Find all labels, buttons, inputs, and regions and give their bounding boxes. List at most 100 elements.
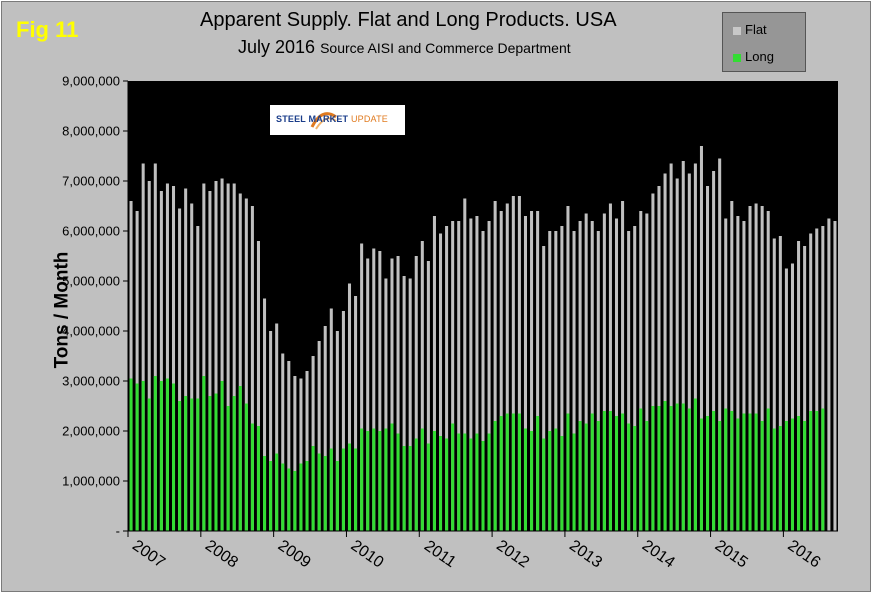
flat-bar (323, 326, 327, 531)
legend-swatch-flat (733, 26, 741, 35)
flat-bar (347, 283, 352, 531)
flat-bar (281, 353, 285, 531)
long-bar (384, 428, 388, 531)
flat-bar (214, 181, 218, 531)
long-bar (724, 408, 728, 531)
flat-bar (833, 221, 837, 531)
flat-bar (724, 218, 728, 531)
long-bar (493, 421, 497, 531)
flat-bar (766, 211, 770, 531)
long-bar (718, 421, 722, 531)
chart-subtitle: July 2016 Source AISI and Commerce Depar… (238, 37, 571, 58)
flat-bar (135, 211, 139, 531)
flat-bar (760, 206, 764, 531)
long-bar (548, 431, 552, 531)
legend-item-long: Long (733, 49, 774, 64)
flat-bar (366, 258, 370, 531)
long-bar (360, 428, 364, 531)
flat-bar (736, 216, 740, 531)
flat-bar (238, 193, 242, 531)
y-tick-label: 9,000,000 (62, 74, 120, 89)
flat-bar (657, 186, 661, 531)
long-bar (141, 381, 145, 531)
flat-bar (633, 226, 637, 531)
flat-bar (614, 218, 619, 531)
flat-bar (651, 193, 655, 531)
flat-bar (141, 163, 145, 531)
flat-bar (269, 331, 273, 531)
long-bar (712, 411, 716, 531)
flat-bar (681, 161, 685, 531)
flat-bar (602, 213, 606, 531)
flat-bar (469, 218, 473, 531)
flat-bar (263, 298, 267, 531)
flat-bar (754, 203, 758, 531)
y-tick-label: 4,000,000 (62, 324, 120, 339)
long-bar (414, 438, 418, 531)
flat-bar (335, 331, 339, 531)
flat-bar (317, 341, 321, 531)
long-bar (451, 423, 455, 531)
long-bar (184, 396, 188, 531)
long-bar (469, 438, 473, 531)
long-bar (699, 418, 703, 531)
long-bar (408, 446, 412, 531)
x-tick-label: 2014 (639, 537, 678, 571)
long-bar (803, 421, 807, 531)
long-bar (232, 396, 236, 531)
subtitle-date: July 2016 (238, 37, 316, 57)
flat-bar (542, 246, 546, 531)
flat-bar (778, 236, 782, 531)
flat-bar (372, 248, 376, 531)
x-tick-label: 2012 (493, 537, 532, 571)
long-bar (147, 398, 151, 531)
flat-bar (293, 376, 297, 531)
long-bar (481, 441, 485, 531)
long-bar (244, 403, 248, 531)
long-bar (760, 421, 764, 531)
long-bar (178, 401, 182, 531)
long-bar (578, 421, 582, 531)
long-bar (772, 428, 776, 531)
x-tick-label: 2010 (348, 537, 387, 571)
legend-swatch-long (733, 53, 741, 62)
long-bar (815, 411, 819, 531)
long-bar (420, 428, 424, 531)
flat-bar (511, 196, 515, 531)
flat-bar (402, 276, 406, 531)
flat-bar (809, 233, 813, 531)
long-bar (614, 416, 619, 531)
long-bar (736, 418, 740, 531)
x-tick-label: 2015 (712, 537, 751, 571)
long-bar (487, 433, 491, 531)
flat-bar (275, 323, 279, 531)
x-tick-label: 2011 (421, 537, 459, 571)
flat-bar (584, 213, 588, 531)
flat-bar (250, 206, 254, 531)
logo-accent-text: UPDATE (350, 114, 388, 124)
long-bar (378, 431, 382, 531)
long-bar (590, 413, 594, 531)
long-bar (536, 416, 540, 531)
logo-swoosh-icon (310, 112, 337, 130)
flat-bar (159, 191, 163, 531)
flat-bar (797, 241, 801, 531)
flat-bar (184, 188, 188, 531)
long-bar (281, 463, 285, 531)
long-bar (523, 428, 527, 531)
long-bar (517, 413, 521, 531)
long-bar (596, 421, 600, 531)
long-bar (311, 446, 315, 531)
flat-bar (165, 183, 169, 531)
long-bar (693, 398, 697, 531)
y-tick-label: - (116, 524, 120, 539)
flat-bar (523, 216, 527, 531)
flat-bar (536, 211, 540, 531)
subtitle-source: Source AISI and Commerce Department (320, 40, 571, 56)
flat-bar (299, 378, 303, 531)
long-bar (335, 461, 339, 531)
long-bar (275, 453, 279, 531)
flat-bar (360, 243, 364, 531)
flat-bar (645, 213, 649, 531)
long-bar (627, 423, 631, 531)
